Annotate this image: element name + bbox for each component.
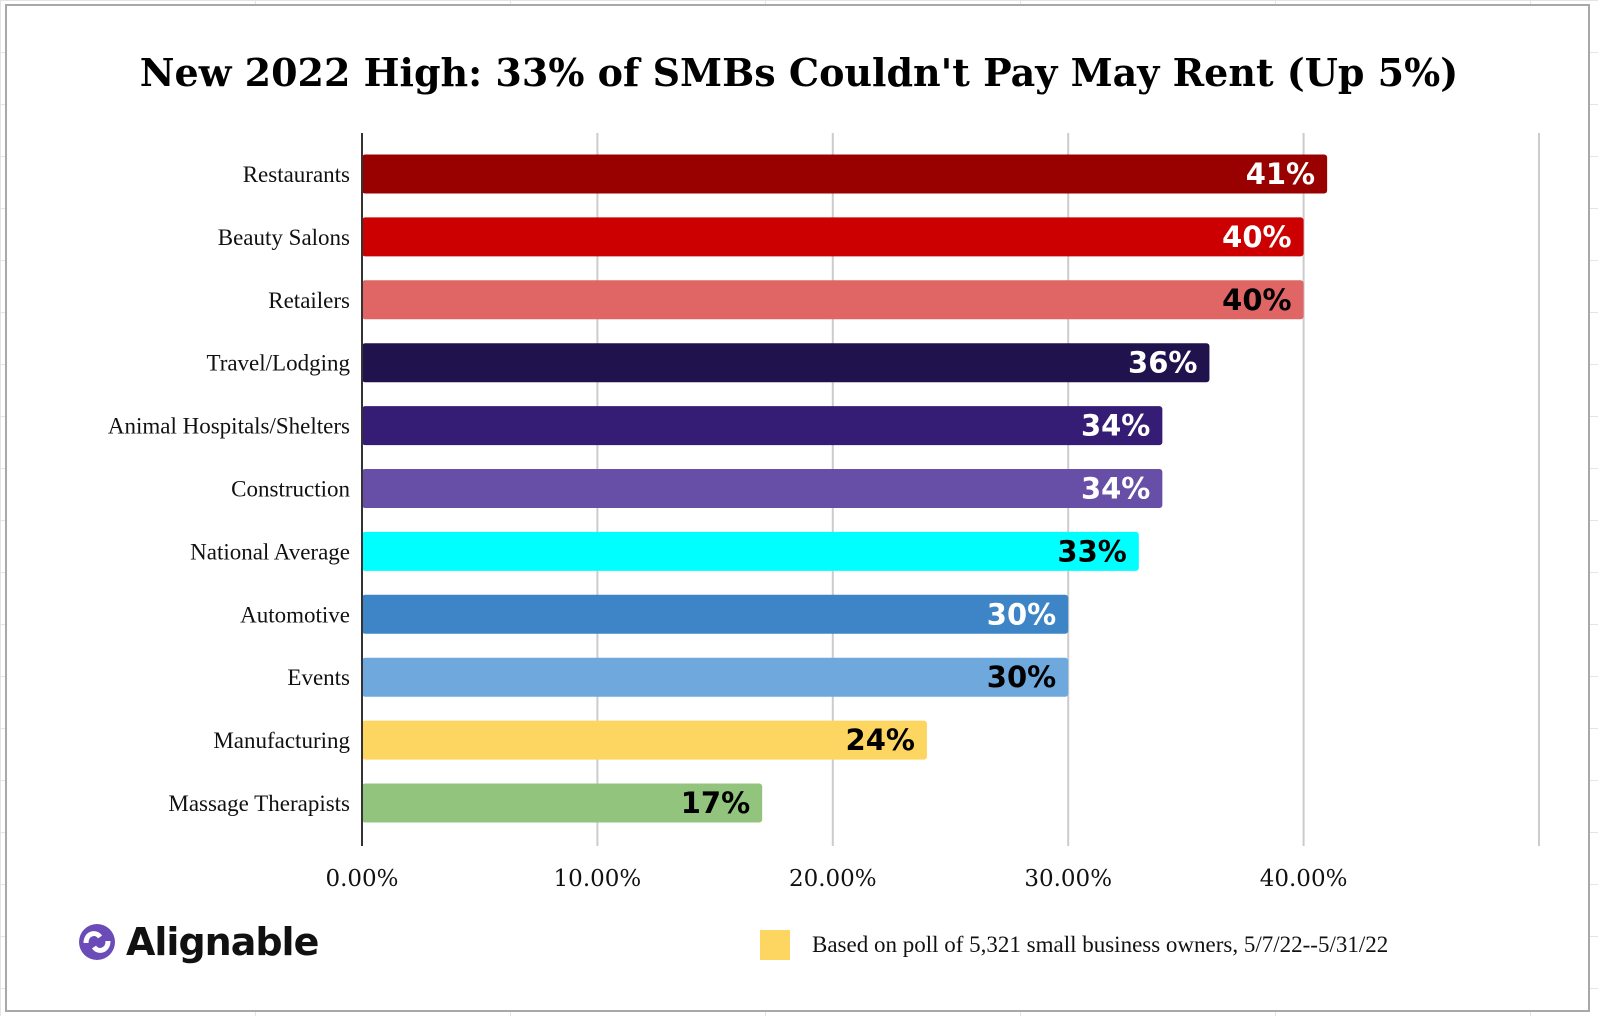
category-label: Restaurants — [243, 162, 350, 187]
bar — [362, 406, 1163, 446]
bar — [362, 720, 927, 760]
data-label: 36% — [1128, 346, 1197, 380]
x-tick-label: 10.00% — [554, 866, 642, 892]
bar — [362, 343, 1210, 383]
category-label: Manufacturing — [213, 728, 350, 753]
logo-text: Alignable — [126, 920, 319, 964]
category-label: Beauty Salons — [218, 225, 350, 250]
bar — [362, 531, 1139, 571]
data-label: 40% — [1222, 220, 1291, 254]
category-label: National Average — [190, 539, 350, 564]
data-label: 33% — [1057, 534, 1126, 568]
category-label: Massage Therapists — [168, 791, 350, 816]
data-label: 30% — [987, 660, 1056, 694]
bar — [362, 657, 1069, 697]
data-label: 34% — [1081, 409, 1150, 443]
bar — [362, 594, 1069, 634]
category-label: Events — [287, 665, 350, 690]
category-label: Automotive — [240, 602, 350, 627]
category-label: Animal Hospitals/Shelters — [108, 414, 350, 439]
category-label: Retailers — [268, 288, 350, 313]
bar — [362, 280, 1304, 320]
category-label: Travel/Lodging — [206, 351, 350, 376]
note-swatch — [760, 930, 790, 960]
bar — [362, 217, 1304, 257]
data-label: 30% — [987, 597, 1056, 631]
data-label: 34% — [1081, 472, 1150, 506]
x-tick-label: 20.00% — [789, 866, 877, 892]
alignable-logo-icon — [79, 924, 115, 960]
data-label: 41% — [1246, 157, 1315, 191]
bar — [362, 469, 1163, 508]
bar — [362, 154, 1328, 194]
x-tick-label: 30.00% — [1024, 866, 1112, 892]
data-label: 40% — [1222, 283, 1291, 317]
x-tick-label: 0.00% — [325, 866, 398, 892]
footnote: Based on poll of 5,321 small business ow… — [760, 930, 1388, 960]
bar — [362, 783, 763, 823]
category-label: Construction — [231, 477, 350, 502]
chart-title: New 2022 High: 33% of SMBs Couldn't Pay … — [139, 50, 1459, 95]
x-tick-label: 40.00% — [1260, 866, 1348, 892]
alignable-logo: Alignable — [78, 920, 319, 964]
note-text: Based on poll of 5,321 small business ow… — [812, 932, 1389, 957]
data-label: 17% — [681, 786, 750, 820]
data-label: 24% — [846, 723, 915, 757]
